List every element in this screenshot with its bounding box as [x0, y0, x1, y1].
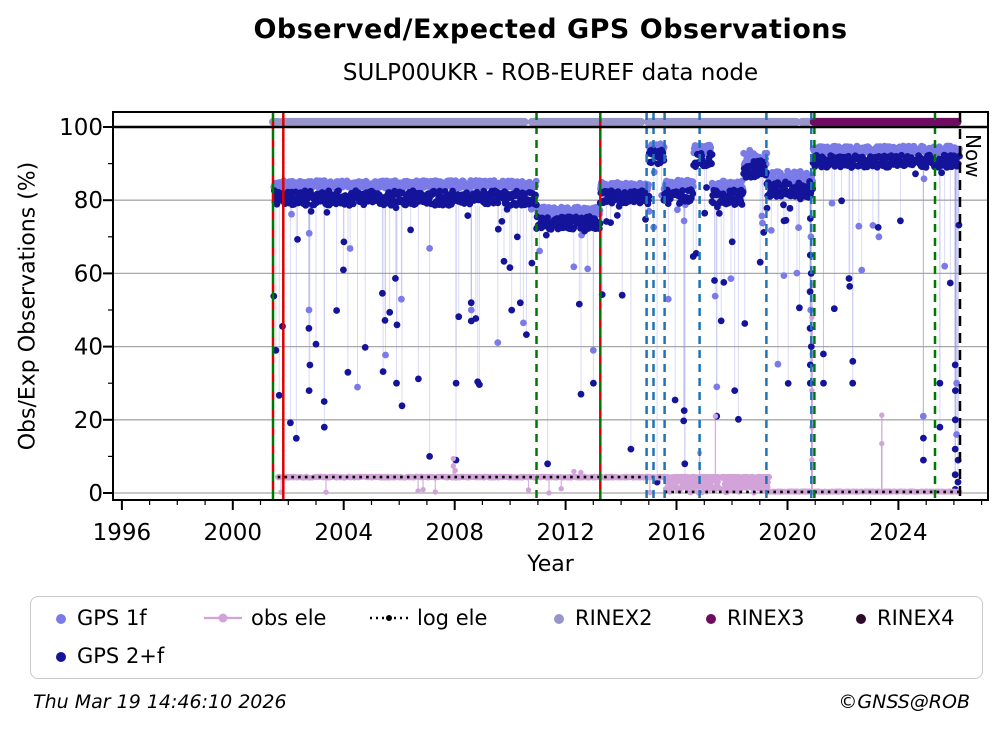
legend-box: GPS 1f obs ele log ele RINEX2 RINEX3 RIN… — [30, 596, 983, 679]
legend-item-obs-ele: obs ele — [203, 605, 326, 631]
svg-text:60: 60 — [74, 261, 103, 287]
log-ele-marker-icon — [369, 609, 409, 627]
svg-text:Now: Now — [961, 134, 985, 178]
svg-text:0: 0 — [88, 481, 103, 507]
legend-item-gps1f: GPS 1f — [53, 605, 147, 631]
y-axis-label: Obs/Exp Observations (%) — [15, 161, 41, 451]
data-layer — [269, 117, 963, 496]
legend-item-rinex3: RINEX3 — [703, 605, 805, 631]
gps2f-marker-icon — [53, 647, 69, 665]
svg-text:2008: 2008 — [425, 520, 484, 546]
legend-label: RINEX4 — [877, 606, 955, 630]
tick-labels: 1996 2000 2004 2008 2012 2016 2020 2024 0 20 40 60 8… — [59, 115, 928, 546]
x-axis-label: Year — [527, 552, 574, 577]
gridlines — [113, 126, 988, 494]
svg-text:100: 100 — [59, 115, 103, 141]
legend-label: GPS 1f — [77, 606, 147, 630]
gps1f-marker-icon — [53, 609, 69, 627]
series-log-ele-and-rinex-bars — [269, 117, 962, 494]
legend-item-log-ele: log ele — [369, 605, 487, 631]
svg-text:2024: 2024 — [869, 520, 928, 546]
plot-timestamp: Thu Mar 19 14:46:10 2026 — [33, 691, 287, 713]
svg-text:2000: 2000 — [204, 520, 263, 546]
legend-item-gps2f: GPS 2+f — [53, 643, 164, 669]
legend-label: RINEX2 — [575, 606, 653, 630]
rinex4-marker-icon — [853, 609, 869, 627]
legend-label: GPS 2+f — [77, 644, 165, 668]
series-obs-ele — [275, 281, 963, 496]
rinex2-marker-icon — [551, 609, 567, 627]
svg-text:2016: 2016 — [647, 520, 706, 546]
svg-text:1996: 1996 — [93, 520, 152, 546]
legend-label: obs ele — [251, 606, 327, 630]
legend-item-rinex4: RINEX4 — [853, 605, 955, 631]
svg-text:2004: 2004 — [314, 520, 373, 546]
now-label: Now — [961, 134, 985, 178]
credit-text: ©GNSS@ROB — [838, 691, 970, 713]
svg-text:2020: 2020 — [758, 520, 817, 546]
chart-title: Observed/Expected GPS Observations — [253, 14, 848, 45]
rinex3-marker-icon — [703, 609, 719, 627]
legend-item-rinex2: RINEX2 — [551, 605, 653, 631]
svg-text:20: 20 — [74, 408, 103, 434]
obs-ele-marker-icon — [203, 609, 243, 627]
event-lines: Now — [271, 112, 985, 500]
chart-subtitle: SULP00UKR - ROB-EUREF data node — [342, 60, 759, 86]
legend-label: RINEX3 — [727, 606, 805, 630]
plot-frame — [112, 111, 989, 501]
svg-text:80: 80 — [74, 188, 103, 214]
legend-label: log ele — [417, 606, 488, 630]
svg-text:2012: 2012 — [536, 520, 595, 546]
svg-text:40: 40 — [74, 335, 103, 361]
